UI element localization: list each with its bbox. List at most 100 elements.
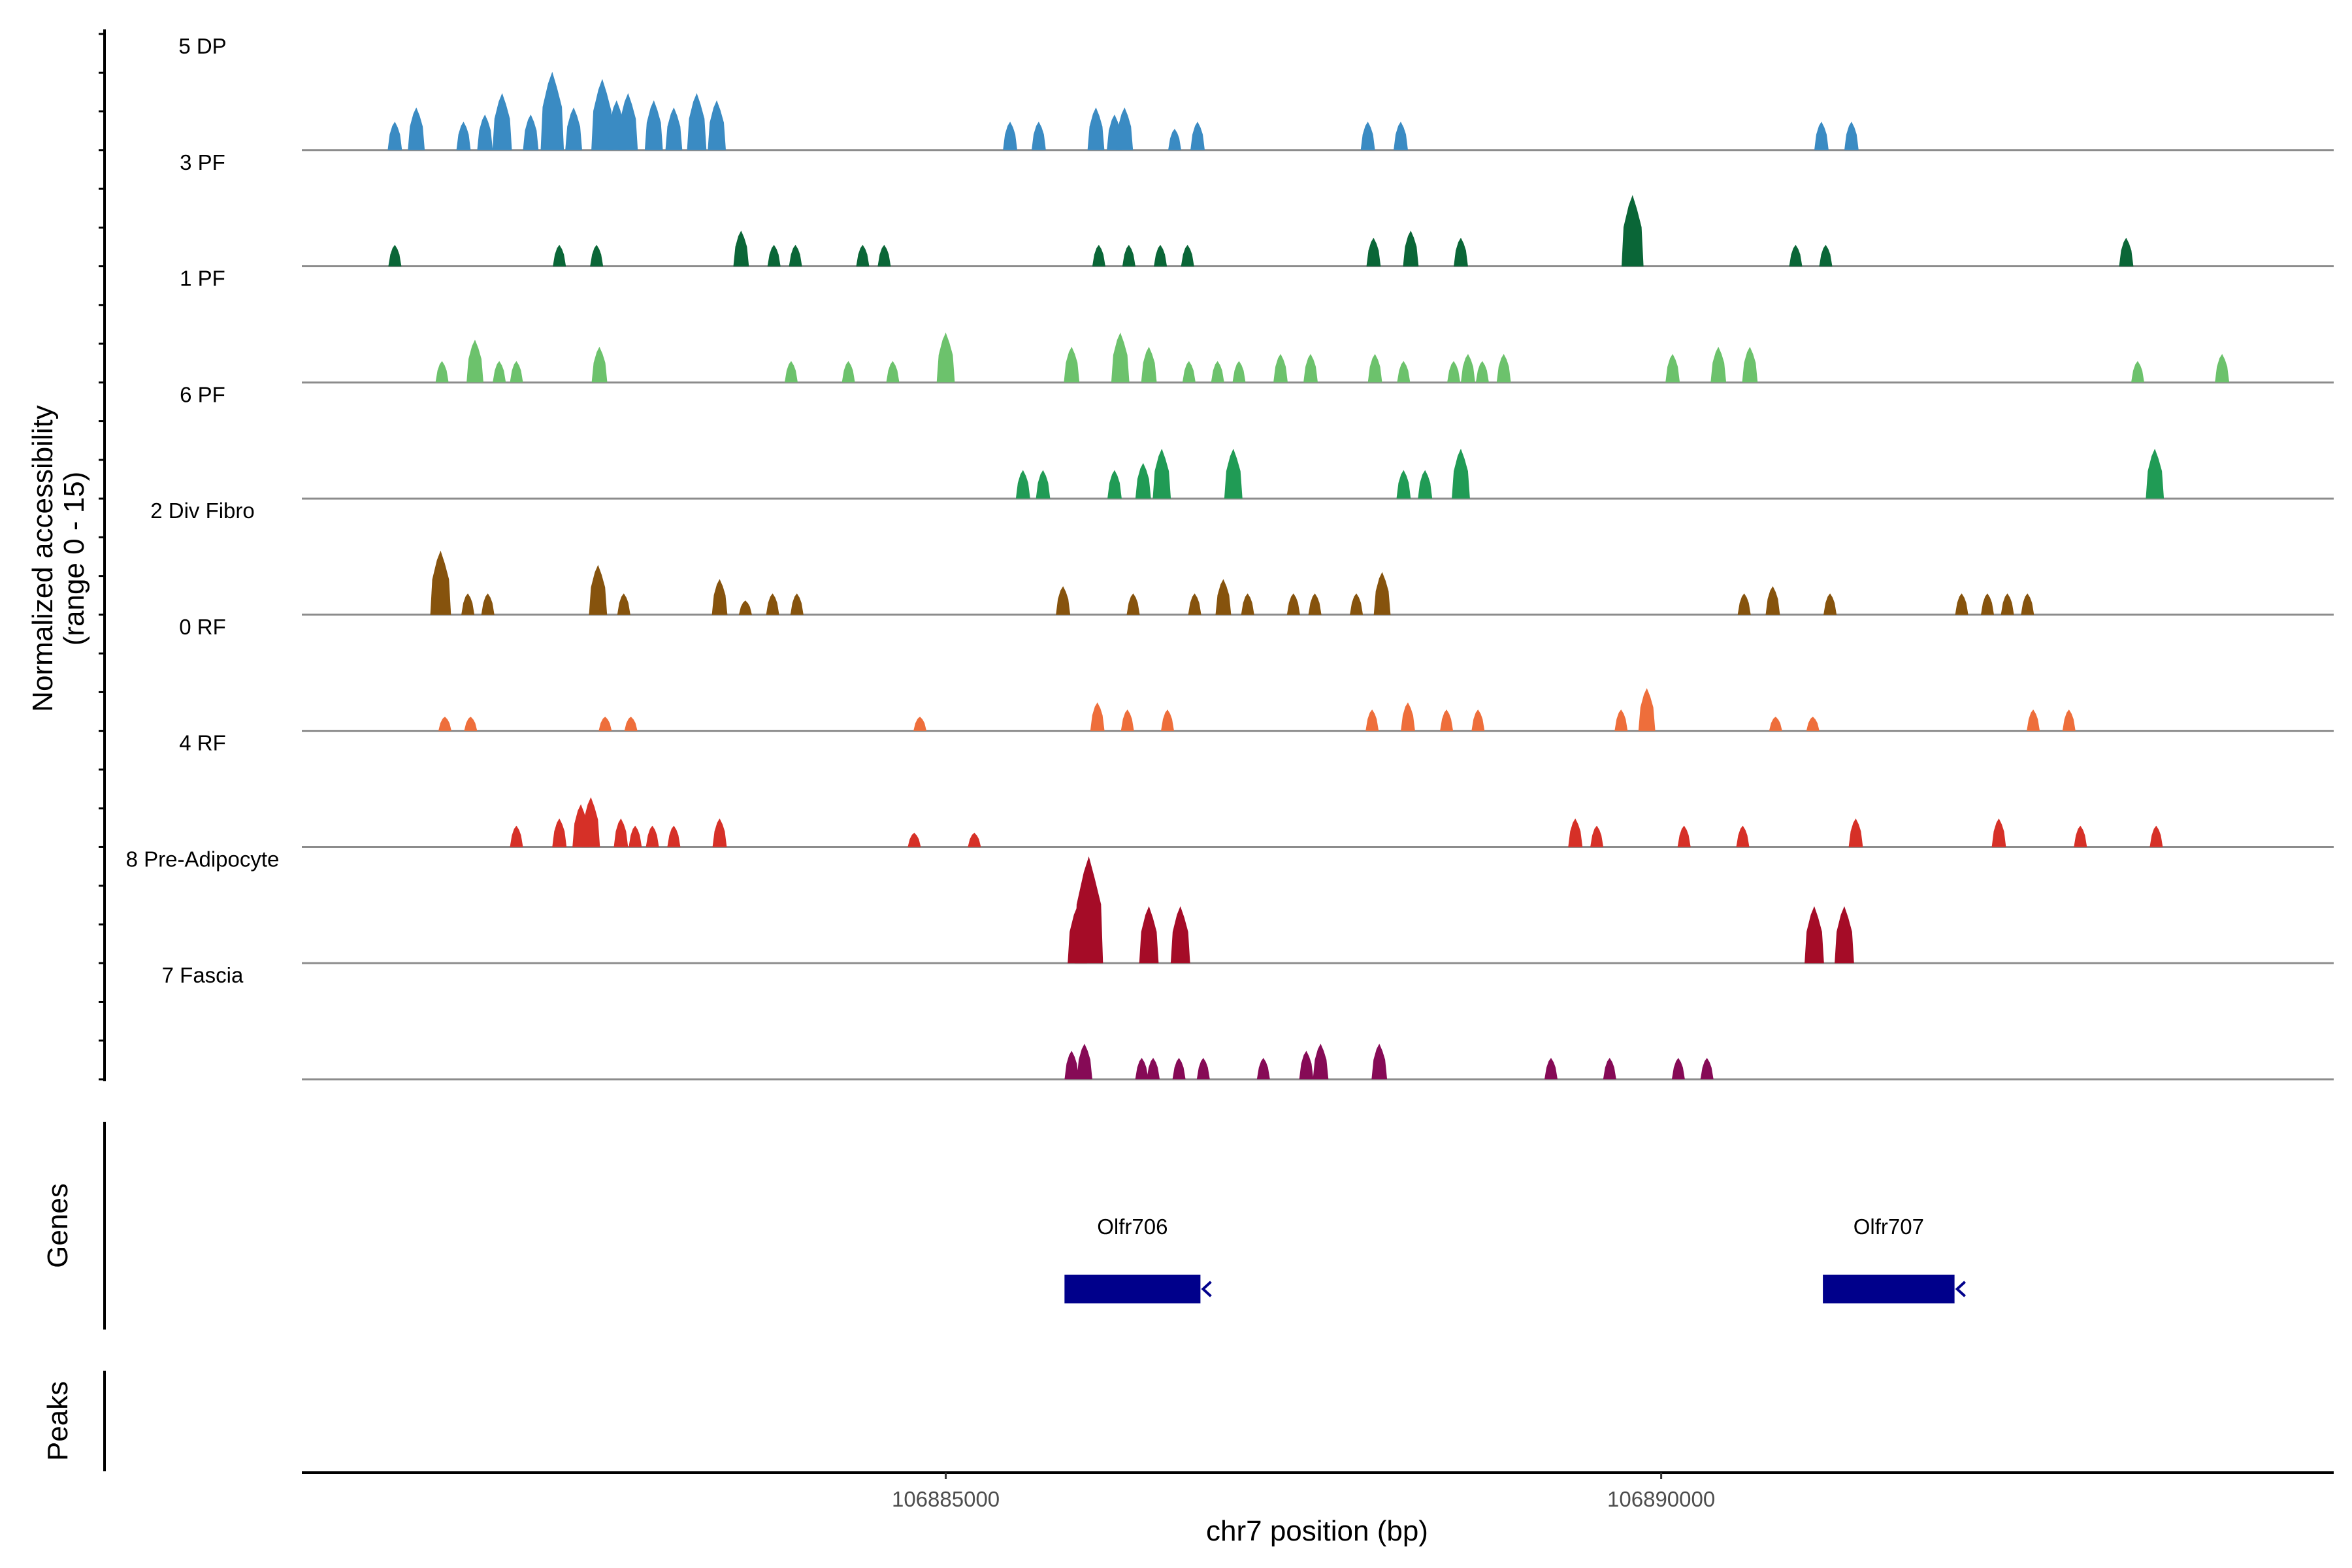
coverage-peak: [438, 716, 451, 731]
x-tick-label: 106885000: [892, 1487, 1000, 1511]
coverage-peak: [2131, 361, 2144, 383]
coverage-peak: [1844, 122, 1859, 150]
x-tick-label: 106890000: [1607, 1487, 1715, 1511]
coverage-peak: [510, 361, 523, 383]
coverage-peak: [553, 244, 566, 267]
coverage-peak: [1981, 593, 1994, 615]
coverage-peak: [1232, 361, 1246, 383]
gene-body: [1064, 1275, 1201, 1303]
track-label: 2 Div Fibro: [150, 498, 255, 523]
coverage-peak: [1122, 244, 1135, 267]
coverage-peak: [613, 818, 629, 847]
coverage-peak: [1769, 716, 1782, 731]
track-7: 4 RF: [179, 731, 2334, 848]
y-axis-title-line2: (range 0 - 15): [58, 472, 90, 646]
coverage-peak: [1819, 244, 1833, 267]
coverage-peak: [644, 100, 663, 150]
coverage-peak: [2146, 448, 2164, 499]
coverage-peak: [2001, 593, 2014, 615]
coverage-peak: [968, 832, 981, 847]
coverage-peak: [1742, 346, 1758, 383]
coverage-peak: [1452, 448, 1470, 499]
track-8: 8 Pre-Adipocyte: [126, 847, 2334, 964]
coverage-peak: [1087, 107, 1105, 150]
coverage-peak: [1806, 716, 1820, 731]
coverage-peak: [1544, 1058, 1558, 1079]
gene-body: [1823, 1275, 1955, 1303]
coverage-peak: [2215, 353, 2230, 383]
coverage-peak: [430, 550, 451, 615]
coverage-peak: [1092, 244, 1105, 267]
coverage-peak: [1823, 593, 1837, 615]
coverage-peak: [492, 93, 512, 150]
coverage-peak: [1848, 818, 1863, 847]
track-5: 2 Div Fibro: [150, 498, 2334, 616]
coverage-peak: [1403, 231, 1419, 267]
genes-track-title: Genes: [42, 1183, 74, 1268]
coverage-peak: [1736, 825, 1750, 847]
coverage-peak: [1614, 710, 1628, 731]
coverage-peak: [1116, 107, 1134, 150]
coverage-peak: [1622, 195, 1644, 267]
coverage-peak: [789, 244, 802, 267]
coverage-peak: [1286, 593, 1300, 615]
coverage-peak: [617, 593, 630, 615]
coverage-peak: [2119, 237, 2134, 267]
track-1: 5 DP: [178, 34, 2334, 152]
coverage-peak: [598, 716, 612, 731]
coverage-peak: [708, 100, 726, 150]
coverage-peak: [1003, 122, 1017, 150]
coverage-peak: [886, 361, 900, 383]
coverage-peak: [1032, 122, 1046, 150]
track-label: 0 RF: [179, 615, 226, 639]
coverage-peak: [466, 339, 483, 383]
coverage-peak: [1737, 593, 1751, 615]
coverage-peak: [711, 579, 728, 615]
coverage-peak: [1056, 586, 1071, 615]
coverage-peak: [1256, 1058, 1270, 1079]
coverage-peak: [510, 825, 523, 847]
coverage-peak: [1139, 906, 1159, 964]
coverage-peak: [877, 244, 891, 267]
coverage-peak: [767, 244, 781, 267]
track-3: 1 PF: [180, 267, 2334, 384]
strand-arrow-icon: [1955, 1281, 1966, 1298]
coverage-peak: [591, 78, 613, 150]
coverage-peak: [1170, 906, 1190, 964]
coverage-peak: [1299, 1051, 1314, 1079]
track-9: 7 Fascia: [162, 963, 2334, 1081]
coverage-peak: [1077, 1043, 1092, 1079]
coverage-peak: [1394, 122, 1408, 150]
coverage-peak: [493, 361, 506, 383]
coverage-peak: [1141, 346, 1157, 383]
coverage-peak: [665, 107, 683, 150]
track-4: 6 PF: [180, 382, 2334, 500]
coverage-peak: [1671, 1058, 1685, 1079]
coverage-peak: [856, 244, 870, 267]
coverage-peak: [1365, 710, 1379, 731]
coverage-peak: [618, 93, 638, 150]
coverage-peak: [1064, 1051, 1079, 1079]
coverage-peak: [1154, 244, 1168, 267]
gene-Olfr707: Olfr707: [1823, 1215, 1966, 1303]
track-label: 6 PF: [180, 382, 225, 406]
coverage-peak: [1603, 1058, 1616, 1079]
coverage-peak: [1090, 702, 1105, 731]
coverage-peak: [645, 825, 659, 847]
coverage-peak: [456, 122, 471, 150]
coverage-peak: [435, 361, 449, 383]
coverage-peak: [1215, 579, 1232, 615]
coverage-peak: [1107, 470, 1122, 499]
gene-label: Olfr707: [1854, 1215, 1924, 1239]
coverage-peak: [1401, 702, 1415, 731]
coverage-peak: [1161, 710, 1174, 731]
coverage-peak: [1172, 1058, 1186, 1079]
coverage-peak: [1418, 470, 1433, 499]
coverage-peak: [1182, 361, 1196, 383]
coverage-peak: [738, 600, 752, 615]
track-label: 5 DP: [178, 34, 226, 58]
coverage-peak: [1015, 470, 1030, 499]
track-label: 4 RF: [179, 731, 226, 755]
coverage-peak: [1805, 906, 1824, 964]
coverage-peak: [1367, 353, 1382, 383]
